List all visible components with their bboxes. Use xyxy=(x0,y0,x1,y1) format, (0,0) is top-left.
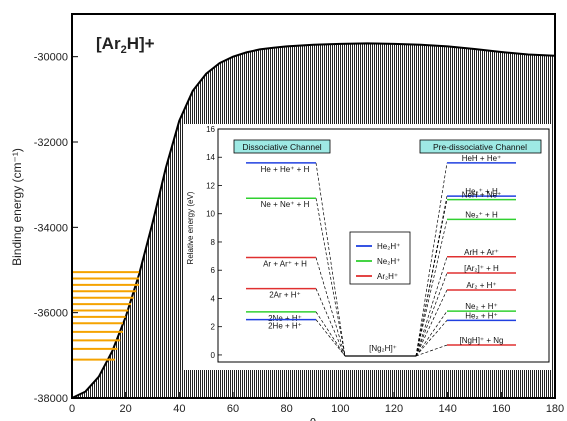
right-connector-line xyxy=(415,289,448,357)
x-tick-label: 40 xyxy=(173,403,185,415)
right-level-label: Ne₂⁺ + H xyxy=(465,210,498,219)
inset-connector-lines xyxy=(315,162,448,357)
x-tick-label: 120 xyxy=(385,403,403,415)
left-level-label: 2He + H⁺ xyxy=(268,322,302,331)
left-level-lines: He + He⁺ + H Ne + Ne⁺ + H Ar + Ar⁺ + H 2Ar … xyxy=(246,162,316,331)
left-connector-line xyxy=(315,162,346,357)
legend-label: He₂H⁺ xyxy=(377,242,400,251)
left-connector-line xyxy=(315,257,346,357)
left-level-label: Ar + Ar⁺ + H xyxy=(263,260,307,269)
right-connector-line xyxy=(415,320,448,357)
left-connector-line xyxy=(315,311,346,357)
left-header-box xyxy=(233,139,331,154)
inset-y-tick-label: 2 xyxy=(211,323,216,332)
y-axis-ticks: -38000 -36000 -34000 -32000 -30000 xyxy=(34,52,78,405)
y-tick-label: -34000 xyxy=(34,222,68,234)
inset-y-axis-ticks: 0 2 4 6 8 10 12 14 16 xyxy=(206,125,222,360)
right-connector-line xyxy=(415,256,448,357)
central-level-label: [Ng₂H]⁺ xyxy=(369,344,397,353)
legend-label: Ar₂H⁺ xyxy=(377,272,398,281)
x-axis-ticks: 0 20 40 60 80 100 120 140 160 180 xyxy=(69,392,564,415)
x-tick-label: 140 xyxy=(438,403,456,415)
x-tick-label: 0 xyxy=(69,403,75,415)
right-connector-line xyxy=(415,162,448,357)
left-level-label: Ne + Ne⁺ + H xyxy=(261,200,310,209)
right-header: Pre-dissociative Channel xyxy=(433,142,527,152)
right-level-label: HeH + He⁺ xyxy=(462,154,502,163)
right-level-label: Ar₂ + H⁺ xyxy=(466,281,496,290)
x-tick-label: 60 xyxy=(227,403,239,415)
right-level-label: Ne₂ + H⁺ xyxy=(465,302,497,311)
chart-title: [Ar2H]+ xyxy=(96,34,155,56)
inset-frame xyxy=(217,128,550,363)
inset-y-axis-label: Relative energy (eV) xyxy=(186,191,195,264)
right-connector-line xyxy=(415,219,448,357)
vibrational-levels xyxy=(72,271,140,361)
right-level-label: He₂⁺ + H xyxy=(465,187,498,196)
x-tick-label: 160 xyxy=(492,403,510,415)
inset-energy-diagram: Relative energy (eV) 0 2 4 6 8 10 12 14 16 Disso… xyxy=(184,124,552,370)
title-part-1: [Ar xyxy=(96,34,121,53)
inset-y-tick-label: 12 xyxy=(206,181,215,190)
left-level-label: He + He⁺ + H xyxy=(261,165,310,174)
left-header: Dissociative Channel xyxy=(242,142,321,152)
y-tick-label: -30000 xyxy=(34,52,68,64)
inset-y-tick-label: 4 xyxy=(211,294,216,303)
plot-frame xyxy=(71,13,556,399)
x-axis-label: θ xyxy=(310,416,317,421)
right-level-label: ArH + Ar⁺ xyxy=(464,248,499,257)
y-tick-label: -32000 xyxy=(34,137,68,149)
title-subscript: 2 xyxy=(121,44,127,56)
left-connector-line xyxy=(315,198,346,357)
legend-label: Ne₂H⁺ xyxy=(377,257,400,266)
right-level-label: [Ar₂]⁺ + H xyxy=(464,264,499,273)
right-connector-line xyxy=(415,310,448,357)
title-part-2: H]+ xyxy=(127,34,155,53)
left-connector-line xyxy=(315,319,346,357)
inset-y-tick-label: 0 xyxy=(211,351,216,360)
inset-y-tick-label: 10 xyxy=(206,210,215,219)
y-tick-label: -38000 xyxy=(34,393,68,405)
right-header-box xyxy=(419,139,542,154)
right-level-label: NeH + Ne⁺ xyxy=(462,191,502,200)
left-connector-line xyxy=(315,288,346,357)
potential-curve xyxy=(71,42,556,399)
x-tick-label: 100 xyxy=(331,403,349,415)
y-tick-label: -36000 xyxy=(34,308,68,320)
y-axis-label: Binding energy (cm⁻¹) xyxy=(10,148,24,266)
x-tick-label: 80 xyxy=(281,403,293,415)
inset-y-tick-label: 14 xyxy=(206,153,215,162)
inset-legend: He₂H⁺ Ne₂H⁺ Ar₂H⁺ xyxy=(349,231,411,285)
right-level-label: He₂ + H⁺ xyxy=(465,311,497,320)
inset-y-tick-label: 6 xyxy=(211,266,216,275)
left-level-label: 2Ar + H⁺ xyxy=(269,291,301,300)
inset-y-tick-label: 16 xyxy=(206,125,215,134)
right-connector-line xyxy=(415,199,448,357)
right-level-label: [NgH]⁺ + Ng xyxy=(459,336,503,345)
left-level-label: 2Ne + H⁺ xyxy=(268,314,302,323)
right-connector-line xyxy=(415,344,448,357)
x-tick-label: 20 xyxy=(120,403,132,415)
x-tick-label: 180 xyxy=(546,403,564,415)
inset-y-tick-label: 8 xyxy=(211,238,216,247)
